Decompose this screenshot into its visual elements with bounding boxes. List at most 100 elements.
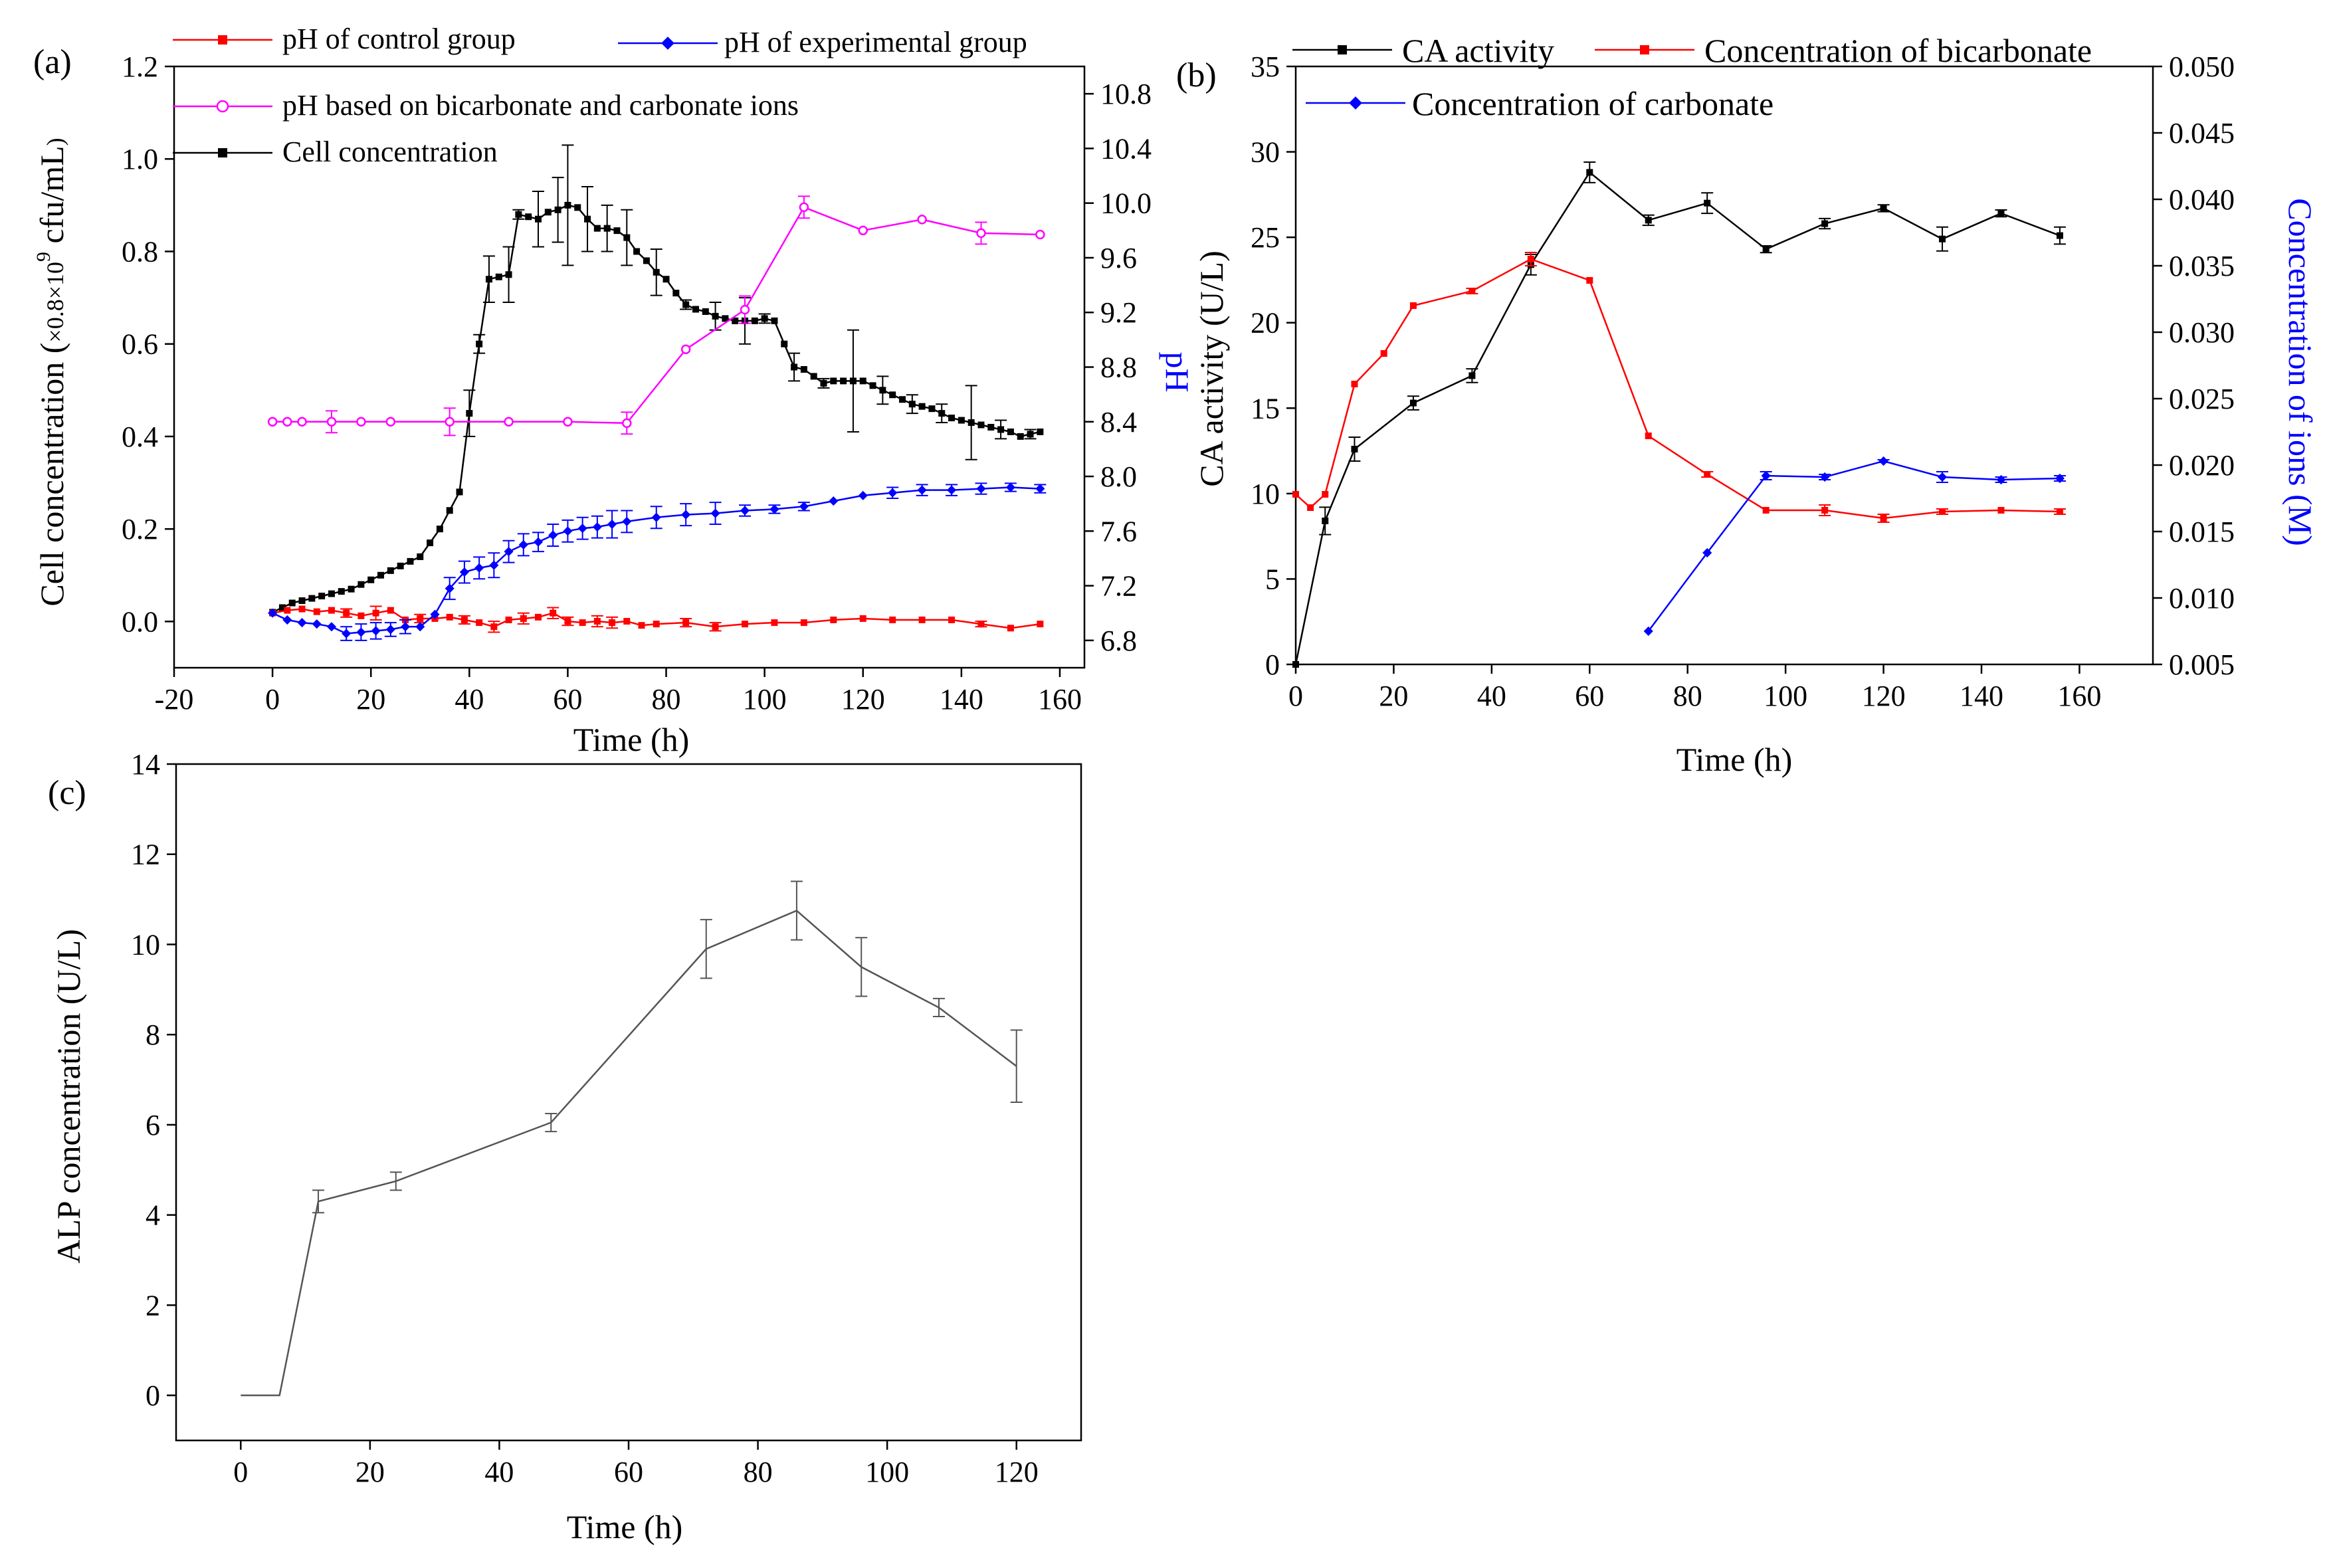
data-point-ph-of-experimental-group bbox=[356, 627, 366, 637]
data-point-concentration-of-bicarbonate bbox=[1409, 302, 1417, 309]
panel-a-y2-tick-label: 8.0 bbox=[1100, 460, 1137, 493]
data-point-cell-concentration bbox=[535, 215, 542, 223]
data-point-ph-of-experimental-group bbox=[769, 504, 779, 514]
panel-b: (b) 0 20 40 60 80 100 120 140 160051015202530350… bbox=[1176, 32, 2319, 778]
panel-b-y-tick-label: 30 bbox=[1251, 136, 1280, 169]
data-point-cell-concentration bbox=[662, 276, 670, 283]
data-point-cell-concentration bbox=[810, 373, 817, 380]
data-point-ph-of-experimental-group bbox=[592, 522, 602, 532]
panel-a-x-tick-label: 40 bbox=[455, 683, 484, 716]
data-point-ph-of-control-group bbox=[712, 623, 719, 631]
data-point-ph-of-experimental-group bbox=[312, 619, 322, 629]
data-point-ph-of-control-group bbox=[830, 617, 837, 624]
data-point-ph-based-on-bicarbonate-and-carbonate-ions bbox=[326, 417, 337, 427]
panel-b-x-tick-label: 120 bbox=[1862, 680, 1906, 712]
panel-b-x-tick-label: 40 bbox=[1477, 680, 1506, 712]
data-point-concentration-of-bicarbonate bbox=[1469, 288, 1476, 294]
data-point-ca-activity bbox=[1292, 661, 1299, 668]
panel-b-y2-tick-label: 0.015 bbox=[2169, 516, 2235, 548]
data-point-ph-based-on-bicarbonate-and-carbonate-ions bbox=[858, 225, 868, 236]
panel-b-y2-tick-label: 0.025 bbox=[2169, 383, 2235, 415]
data-point-cell-concentration bbox=[899, 396, 906, 403]
data-point-cell-concentration bbox=[446, 507, 453, 514]
data-point-ph-of-control-group bbox=[977, 621, 985, 628]
data-point-cell-concentration bbox=[751, 317, 758, 324]
data-point-ph-of-control-group bbox=[771, 619, 778, 627]
panel-c-plot bbox=[241, 880, 1023, 1397]
panel-c-x-axis-title: Time (h) bbox=[567, 1508, 683, 1545]
data-point-ca-activity bbox=[1322, 518, 1329, 524]
series-line-concentration-of-bicarbonate bbox=[1295, 258, 2060, 520]
data-point-cell-concentration bbox=[908, 401, 916, 408]
data-point-ph-of-experimental-group bbox=[504, 547, 514, 557]
data-point-cell-concentration bbox=[800, 365, 807, 373]
data-point-ph-of-experimental-group bbox=[430, 609, 440, 619]
legend-label-control-ph: pH of control group bbox=[282, 23, 516, 55]
data-point-ph-of-experimental-group bbox=[622, 516, 632, 526]
legend-label-bicarbonate: Concentration of bicarbonate bbox=[1704, 32, 2092, 69]
panel-a-y2-tick-label: 8.8 bbox=[1100, 351, 1137, 384]
panel-b-plot-frame bbox=[1294, 65, 2154, 666]
panel-a-x-tick-label: 80 bbox=[652, 683, 681, 716]
data-point-ph-of-experimental-group bbox=[459, 567, 469, 577]
legend-marker-experimental-ph bbox=[661, 37, 674, 50]
legend-label-ca-activity: CA activity bbox=[1402, 32, 1554, 69]
panel-b-y-tick-label: 10 bbox=[1251, 478, 1280, 510]
data-point-ph-of-experimental-group bbox=[518, 539, 528, 549]
data-point-cell-concentration bbox=[544, 209, 552, 216]
data-point-cell-concentration bbox=[820, 379, 827, 387]
data-point-cell-concentration bbox=[889, 391, 896, 399]
data-point-cell-concentration bbox=[417, 553, 424, 560]
panel-a-y2-tick-label: 10.4 bbox=[1100, 132, 1152, 165]
data-point-ph-of-experimental-group bbox=[563, 526, 573, 536]
data-point-cell-concentration bbox=[1027, 431, 1034, 438]
panel-a-x-tick-label: 20 bbox=[356, 683, 385, 716]
data-point-cell-concentration bbox=[702, 308, 709, 315]
data-point-ph-of-control-group bbox=[372, 609, 379, 617]
data-point-ph-of-control-group bbox=[623, 618, 631, 625]
data-point-ph-of-control-group bbox=[653, 621, 660, 628]
data-point-cell-concentration bbox=[1037, 428, 1044, 435]
data-point-cell-concentration bbox=[987, 424, 995, 431]
panel-c: (c) 0 20 40 60 80 100 120 0 2 4 6 8 10 12 14 ALP conce… bbox=[48, 748, 1082, 1545]
data-point-ph-of-experimental-group bbox=[917, 485, 927, 495]
panel-a-y-tick-label: 0.0 bbox=[122, 605, 158, 638]
data-point-cell-concentration bbox=[712, 312, 719, 320]
data-point-cell-concentration bbox=[574, 204, 581, 211]
panel-a-y2-tick-label: 8.4 bbox=[1100, 406, 1137, 439]
panel-c-y-tick-label: 6 bbox=[146, 1109, 160, 1141]
data-point-ph-of-experimental-group bbox=[946, 485, 957, 495]
data-point-ph-based-on-bicarbonate-and-carbonate-ions bbox=[799, 202, 809, 213]
data-point-cell-concentration bbox=[367, 576, 375, 583]
data-point-ph-of-experimental-group bbox=[400, 622, 411, 632]
data-point-cell-concentration bbox=[722, 315, 729, 322]
panel-b-y2-tick-label: 0.030 bbox=[2169, 316, 2235, 349]
data-point-cell-concentration bbox=[869, 382, 876, 389]
data-point-ca-activity bbox=[1645, 217, 1652, 224]
data-point-cell-concentration bbox=[328, 590, 335, 597]
data-point-cell-concentration bbox=[427, 539, 434, 547]
panel-b-y2-tick-label: 0.010 bbox=[2169, 582, 2235, 615]
data-point-concentration-of-carbonate bbox=[1937, 472, 1948, 482]
data-point-ph-of-experimental-group bbox=[710, 508, 720, 518]
data-point-ph-based-on-bicarbonate-and-carbonate-ions bbox=[297, 417, 307, 427]
data-point-ph-of-control-group bbox=[638, 622, 645, 629]
data-point-ph-of-control-group bbox=[505, 617, 512, 624]
panel-a-x-tick-label: 0 bbox=[265, 683, 280, 716]
data-point-cell-concentration bbox=[456, 488, 463, 496]
data-point-ph-of-control-group bbox=[535, 613, 542, 621]
data-point-ph-of-experimental-group bbox=[385, 625, 395, 635]
data-point-ca-activity bbox=[1351, 446, 1358, 452]
data-point-ph-of-experimental-group bbox=[415, 622, 425, 632]
data-point-cell-concentration bbox=[466, 410, 473, 417]
data-point-ph-of-experimental-group bbox=[326, 622, 337, 632]
data-point-cell-concentration bbox=[564, 201, 571, 209]
panel-c-label: (c) bbox=[48, 774, 86, 812]
data-point-cell-concentration bbox=[485, 276, 492, 283]
data-point-concentration-of-carbonate bbox=[1878, 456, 1888, 466]
data-point-cell-concentration bbox=[593, 225, 601, 232]
data-point-ph-of-control-group bbox=[579, 619, 586, 627]
data-point-cell-concentration bbox=[830, 377, 837, 385]
panel-c-x-tick-label: 60 bbox=[614, 1456, 643, 1488]
